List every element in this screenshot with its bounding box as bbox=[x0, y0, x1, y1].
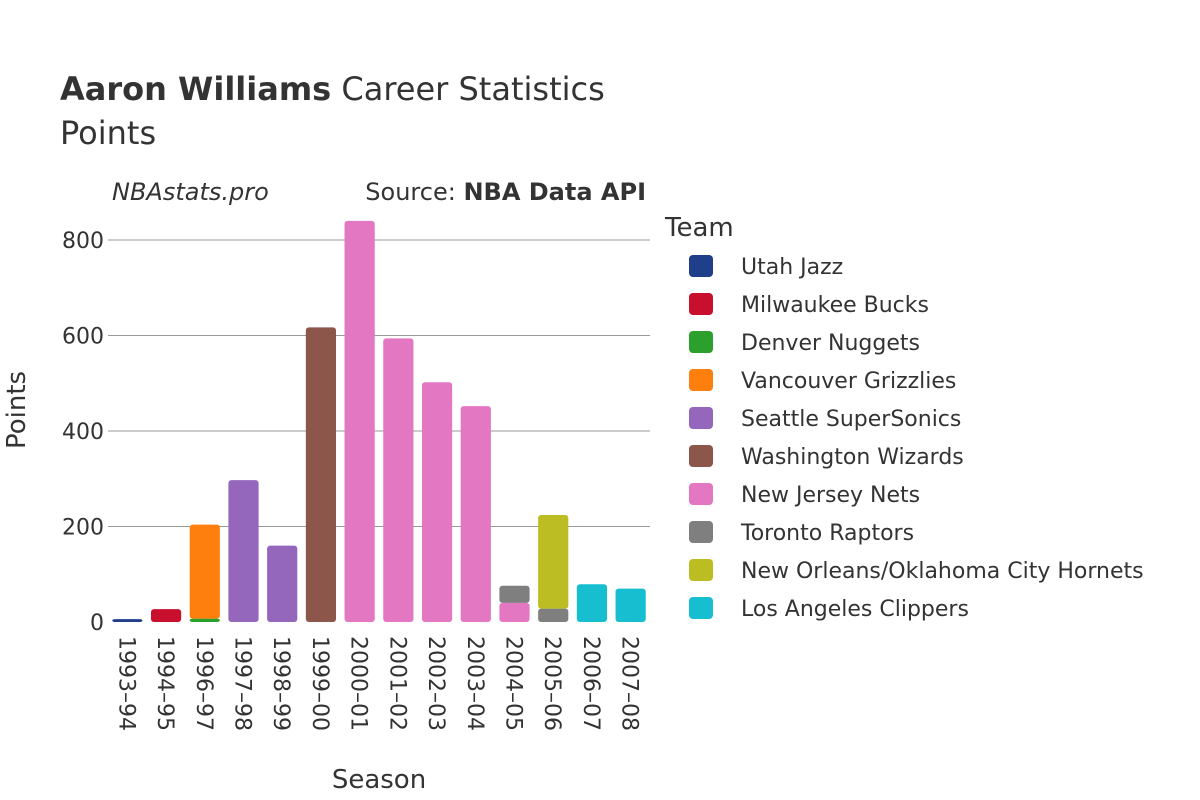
bar-utah-jazz-1993–94 bbox=[112, 619, 143, 622]
x-tick-label: 2007–08 bbox=[617, 636, 642, 731]
x-tick-label: 2003–04 bbox=[462, 636, 487, 731]
x-tick-label: 2006–07 bbox=[578, 636, 603, 731]
bar-washington-wizards-1999–00 bbox=[305, 327, 337, 622]
x-tick-label: 2005–06 bbox=[539, 636, 564, 731]
chart-title-player: Aaron Williams bbox=[60, 70, 331, 108]
x-tick-label: 1994–95 bbox=[152, 636, 177, 731]
legend-title: Team bbox=[664, 213, 734, 243]
x-tick-label: 2004–05 bbox=[501, 636, 526, 731]
legend-label: Washington Wizards bbox=[741, 445, 964, 470]
x-tick-label: 2000–01 bbox=[346, 636, 371, 731]
bar-los-angeles-clippers-2006–07 bbox=[576, 584, 608, 622]
bar-seattle-supersonics-1998–99 bbox=[267, 545, 298, 622]
x-axis-title: Season bbox=[332, 765, 426, 795]
bar-new-jersey-nets-2004–05 bbox=[499, 602, 530, 622]
bars bbox=[112, 220, 646, 622]
x-tick-label: 1997–98 bbox=[230, 636, 255, 731]
bar-toronto-raptors-2004–05 bbox=[499, 585, 530, 603]
y-tick-label: 200 bbox=[62, 516, 104, 541]
source-label: Source: bbox=[365, 178, 463, 206]
legend-swatch bbox=[689, 597, 713, 619]
bar-new-jersey-nets-2001–02 bbox=[383, 338, 414, 622]
legend-label: Toronto Raptors bbox=[740, 521, 914, 546]
y-tick-label: 800 bbox=[62, 229, 104, 254]
bar-new-jersey-nets-2002–03 bbox=[421, 382, 453, 622]
legend-label: Los Angeles Clippers bbox=[741, 597, 969, 622]
legend-label: New Jersey Nets bbox=[741, 483, 920, 508]
legend: Team Utah Jazz Milwaukee Bucks Denver Nugg… bbox=[664, 213, 1144, 622]
legend-swatch bbox=[689, 521, 713, 543]
legend-swatch bbox=[689, 483, 713, 505]
source-value: NBA Data API bbox=[463, 178, 646, 206]
bar-new-orleans-oklahoma-city-hornets-2005–06 bbox=[538, 515, 569, 609]
x-tick-label: 2001–02 bbox=[384, 636, 409, 731]
source-credit: Source: NBA Data API bbox=[365, 178, 646, 206]
x-tick-label: 2002–03 bbox=[423, 636, 448, 731]
x-tick-label: 1998–99 bbox=[268, 636, 293, 731]
x-tick-label: 1999–00 bbox=[307, 636, 332, 731]
y-tick-label: 400 bbox=[62, 420, 104, 445]
bar-milwaukee-bucks-1994–95 bbox=[150, 609, 182, 622]
gridlines bbox=[108, 239, 650, 623]
chart-title: Aaron Williams Career Statistics bbox=[60, 70, 605, 108]
y-axis-title: Points bbox=[2, 371, 32, 449]
legend-label: Denver Nuggets bbox=[741, 331, 920, 356]
y-axis-ticks: 0 200 400 600 800 bbox=[62, 229, 104, 636]
bar-new-jersey-nets-2000–01 bbox=[344, 220, 375, 622]
bar-toronto-raptors-2005–06 bbox=[538, 608, 569, 622]
legend-label: Vancouver Grizzlies bbox=[741, 369, 956, 394]
legend-label: Milwaukee Bucks bbox=[741, 293, 929, 318]
bar-los-angeles-clippers-2007–08 bbox=[615, 588, 646, 622]
legend-swatch bbox=[689, 255, 713, 277]
x-tick-label: 1993–94 bbox=[113, 636, 138, 731]
legend-label: Utah Jazz bbox=[741, 255, 843, 280]
y-tick-label: 0 bbox=[90, 611, 104, 636]
bar-new-jersey-nets-2003–04 bbox=[460, 406, 491, 622]
chart-title-rest: Career Statistics bbox=[331, 70, 605, 108]
legend-swatch bbox=[689, 407, 713, 429]
x-axis-ticks: 1993–94 1994–95 1996–97 1997–98 1998–99 1999–… bbox=[113, 636, 641, 731]
bar-seattle-supersonics-1997–98 bbox=[228, 480, 259, 622]
bar-denver-nuggets-1996–97 bbox=[189, 618, 220, 622]
legend-swatch bbox=[689, 445, 713, 467]
legend-swatch bbox=[689, 293, 713, 315]
legend-label: Seattle SuperSonics bbox=[741, 407, 961, 432]
x-tick-label: 1996–97 bbox=[191, 636, 216, 731]
legend-swatch bbox=[689, 369, 713, 391]
y-tick-label: 600 bbox=[62, 325, 104, 350]
bar-vancouver-grizzlies-1996–97 bbox=[189, 524, 220, 619]
legend-swatch bbox=[689, 331, 713, 353]
site-credit: NBAstats.pro bbox=[112, 178, 269, 206]
legend-swatch bbox=[689, 559, 713, 581]
legend-label: New Orleans/Oklahoma City Hornets bbox=[741, 559, 1144, 584]
chart-subtitle: Points bbox=[60, 114, 156, 152]
